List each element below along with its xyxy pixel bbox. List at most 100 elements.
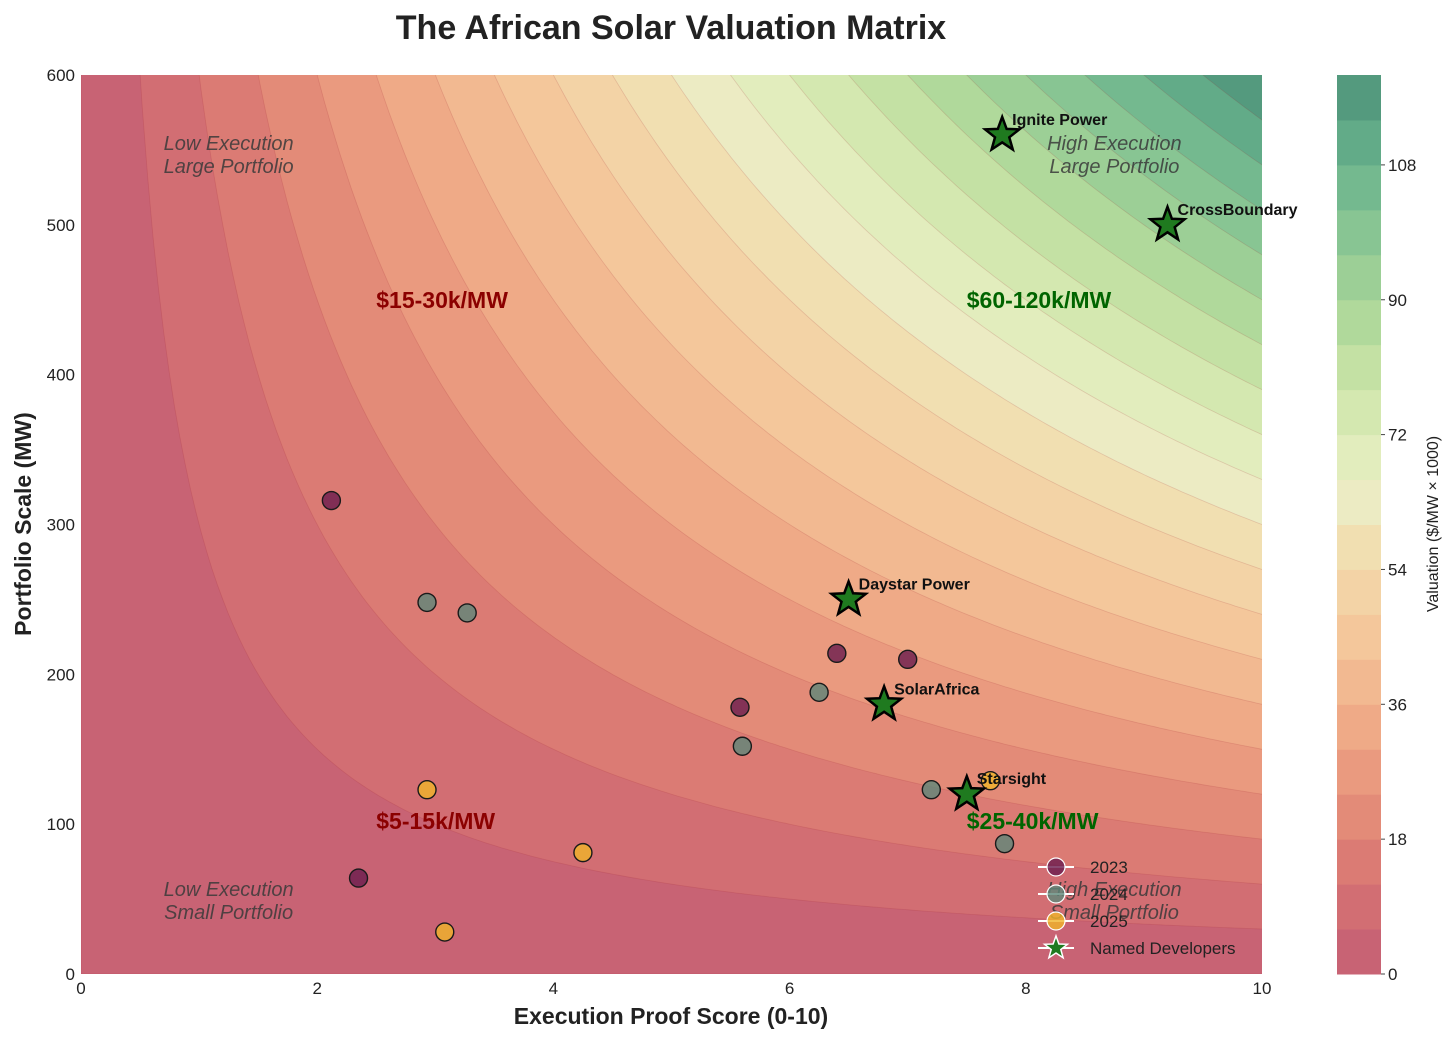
colorbar-band bbox=[1337, 704, 1381, 750]
legend-label: 2025 bbox=[1090, 912, 1128, 931]
colorbar-band bbox=[1337, 929, 1381, 975]
colorbar-tick-label: 72 bbox=[1388, 426, 1407, 445]
y-tick-label: 600 bbox=[47, 66, 75, 85]
legend: 2023 2024 2025 Named Developers bbox=[1038, 857, 1236, 960]
colorbar-band bbox=[1337, 794, 1381, 840]
colorbar-tick-label: 36 bbox=[1388, 695, 1407, 714]
x-tick-label: 8 bbox=[1021, 979, 1030, 998]
legend-marker-2025 bbox=[1046, 911, 1066, 931]
data-point-2024 bbox=[457, 603, 477, 623]
contour-band bbox=[81, 75, 1262, 974]
data-point-2024 bbox=[417, 592, 437, 613]
colorbar-band bbox=[1337, 75, 1381, 121]
developer-star-marker bbox=[946, 772, 988, 812]
data-point-2025 bbox=[980, 771, 1001, 791]
developer-label: Daystar Power bbox=[859, 576, 970, 593]
colorbar-band bbox=[1337, 299, 1381, 346]
quadrant-label: High Execution bbox=[1047, 133, 1182, 155]
data-point-2024 bbox=[732, 736, 753, 756]
colorbar-band bbox=[1337, 884, 1381, 930]
data-point-2023 bbox=[348, 868, 369, 888]
scatter-points bbox=[321, 490, 1015, 942]
developer-star-marker bbox=[828, 577, 870, 617]
x-tick-label: 0 bbox=[76, 979, 85, 998]
colorbar-tick-label: 54 bbox=[1388, 560, 1407, 579]
colorbar-band bbox=[1337, 389, 1381, 436]
developer-label: CrossBoundary bbox=[1178, 202, 1298, 219]
colorbar-band bbox=[1337, 569, 1381, 615]
developer-label: Starsight bbox=[977, 771, 1047, 788]
contour-band bbox=[81, 75, 1262, 974]
colorbar-tick-label: 18 bbox=[1388, 830, 1407, 849]
colorbar-band bbox=[1337, 839, 1381, 885]
x-tick-label: 6 bbox=[785, 979, 794, 998]
y-tick-label: 400 bbox=[47, 366, 75, 385]
named-developer-markers: Ignite Power CrossBoundary Daystar Power So… bbox=[828, 112, 1298, 812]
data-point-2025 bbox=[417, 780, 437, 800]
quadrant-label: High Execution bbox=[1047, 879, 1182, 901]
price-range-labels: $15-30k/MW $60-120k/MW $5-15k/MW $25-40k/MW bbox=[376, 287, 1111, 834]
data-point-2024 bbox=[994, 833, 1015, 854]
price-range-label: $5-15k/MW bbox=[376, 808, 495, 834]
quadrant-label: Large Portfolio bbox=[1049, 156, 1179, 178]
data-point-2024 bbox=[809, 682, 829, 703]
x-tick-label: 10 bbox=[1253, 979, 1272, 998]
developer-label: Ignite Power bbox=[1012, 112, 1107, 129]
colorbar-band bbox=[1337, 524, 1381, 570]
developer-star-marker bbox=[981, 113, 1023, 153]
legend-marker-2023 bbox=[1046, 857, 1066, 877]
legend-label: Named Developers bbox=[1090, 939, 1236, 958]
legend-marker-2024 bbox=[1046, 884, 1066, 904]
price-range-label: $60-120k/MW bbox=[967, 287, 1112, 313]
colorbar-tick-label: 90 bbox=[1388, 291, 1407, 310]
y-tick-label: 0 bbox=[66, 965, 75, 984]
x-axis-ticks: 0 2 4 6 8 10 bbox=[76, 979, 1271, 998]
quadrant-label: Small Portfolio bbox=[1050, 902, 1179, 924]
developer-star-marker bbox=[863, 682, 905, 722]
colorbar-band bbox=[1337, 119, 1381, 166]
legend-marker-named-developers bbox=[1042, 933, 1070, 960]
y-tick-label: 200 bbox=[47, 665, 75, 684]
price-range-label: $25-40k/MW bbox=[967, 808, 1099, 834]
data-point-2023 bbox=[321, 490, 342, 511]
colorbar-band bbox=[1337, 749, 1381, 795]
price-range-label: $15-30k/MW bbox=[376, 287, 508, 313]
quadrant-label: Small Portfolio bbox=[164, 902, 293, 924]
colorbar-label: Valuation ($/MW × 1000) bbox=[1425, 436, 1442, 612]
data-point-2023 bbox=[898, 649, 918, 670]
developer-star-marker bbox=[1146, 203, 1189, 243]
developer-label: SolarAfrica bbox=[894, 681, 979, 698]
colorbar-band bbox=[1337, 344, 1381, 391]
colorbar-band bbox=[1337, 479, 1381, 525]
data-point-2023 bbox=[827, 643, 847, 664]
y-axis-ticks: 0 100 200 300 400 500 600 bbox=[47, 66, 75, 984]
colorbar-band bbox=[1337, 209, 1381, 256]
quadrant-label: Low Execution bbox=[164, 879, 294, 901]
colorbar-tick-label: 108 bbox=[1388, 156, 1416, 175]
valuation-contour-background bbox=[81, 75, 1262, 974]
legend-label: 2023 bbox=[1090, 858, 1128, 877]
colorbar-band bbox=[1337, 614, 1381, 660]
y-tick-label: 300 bbox=[47, 516, 75, 535]
data-point-2025 bbox=[573, 842, 593, 863]
data-point-2024 bbox=[921, 780, 942, 800]
legend-label: 2024 bbox=[1090, 885, 1128, 904]
x-axis-label: Execution Proof Score (0-10) bbox=[514, 1003, 828, 1029]
colorbar-band bbox=[1337, 434, 1381, 481]
data-point-2025 bbox=[435, 922, 455, 942]
colorbar-tick-label: 0 bbox=[1388, 965, 1397, 984]
colorbar: 0 18 36 54 72 90 108 bbox=[1337, 75, 1416, 984]
chart-title: The African Solar Valuation Matrix bbox=[396, 9, 947, 47]
quadrant-label: Large Portfolio bbox=[164, 156, 294, 178]
x-tick-label: 4 bbox=[549, 979, 558, 998]
colorbar-band bbox=[1337, 254, 1381, 301]
colorbar-band bbox=[1337, 659, 1381, 705]
data-point-2023 bbox=[730, 697, 750, 717]
y-axis-label: Portfolio Scale (MW) bbox=[10, 412, 36, 636]
quadrant-label: Low Execution bbox=[164, 133, 294, 155]
y-tick-label: 500 bbox=[47, 216, 75, 235]
colorbar-band bbox=[1337, 164, 1381, 211]
x-tick-label: 2 bbox=[312, 979, 321, 998]
